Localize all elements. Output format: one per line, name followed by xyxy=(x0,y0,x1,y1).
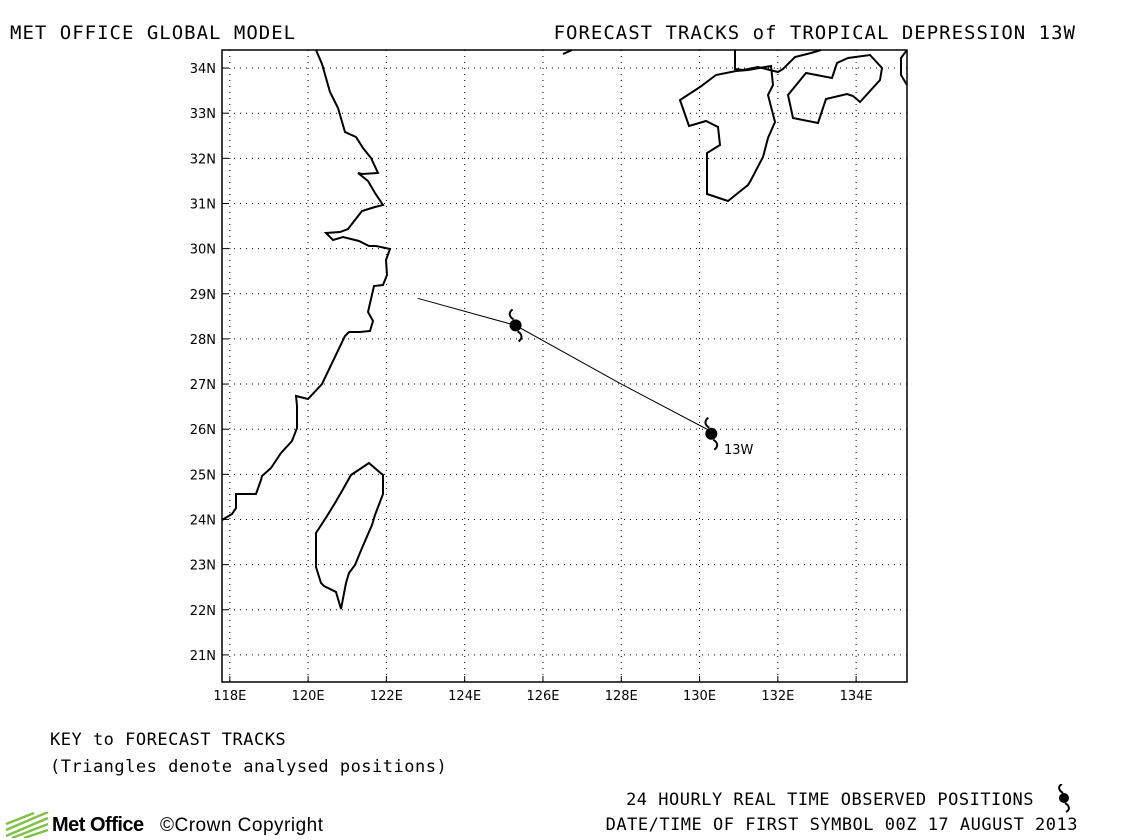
observed-positions-label: 24 HOURLY REAL TIME OBSERVED POSITIONS xyxy=(626,790,1034,810)
forecast-track xyxy=(417,297,712,432)
date-time-label: DATE/TIME OF FIRST SYMBOL 00Z 17 AUGUST … xyxy=(605,815,1078,835)
lat-tick-label: 24N xyxy=(190,513,216,528)
storm-symbol-icon xyxy=(704,416,719,451)
lat-tick-label: 30N xyxy=(190,243,216,258)
met-office-logo: Met Office xyxy=(4,812,144,838)
coastline-taiwan xyxy=(315,461,384,610)
lon-tick-label: 132E xyxy=(761,689,794,704)
logo-text: Met Office xyxy=(52,813,144,836)
lat-tick-label: 33N xyxy=(190,107,216,122)
coastline-north-fragment xyxy=(562,49,573,55)
map-grid xyxy=(222,50,907,682)
coastline-japan-east xyxy=(900,49,908,86)
lon-tick-label: 122E xyxy=(370,689,403,704)
lat-tick-label: 32N xyxy=(190,152,216,167)
coastline-korea xyxy=(678,64,777,203)
lat-tick-label: 26N xyxy=(190,423,216,438)
copyright-text: ©Crown Copyright xyxy=(160,815,324,836)
lon-tick-label: 128E xyxy=(605,689,638,704)
coastline-japan-north xyxy=(734,49,822,74)
header-left-title: MET OFFICE GLOBAL MODEL xyxy=(10,22,297,44)
key-subtitle: (Triangles denote analysed positions) xyxy=(50,757,448,777)
lat-tick-label: 34N xyxy=(190,62,216,77)
map-frame xyxy=(221,49,908,683)
storm-label: 13W xyxy=(724,443,754,458)
forecast-track-line xyxy=(417,297,712,432)
observed-storm-symbols xyxy=(508,308,719,451)
key-title: KEY to FORECAST TRACKS xyxy=(50,730,287,750)
storm-symbol-icon xyxy=(1058,784,1070,813)
lon-tick-label: 118E xyxy=(213,689,246,704)
lat-tick-label: 27N xyxy=(190,378,216,393)
lat-tick-label: 29N xyxy=(190,288,216,303)
lon-tick-label: 130E xyxy=(683,689,716,704)
lon-tick-label: 120E xyxy=(292,689,325,704)
lat-tick-label: 22N xyxy=(190,604,216,619)
coastline-china xyxy=(221,49,392,521)
lat-tick-label: 23N xyxy=(190,559,216,574)
lon-tick-label: 126E xyxy=(526,689,559,704)
lon-tick-label: 134E xyxy=(840,689,873,704)
met-office-stripes-icon xyxy=(5,812,49,838)
coastlines xyxy=(221,49,908,610)
lon-tick-label: 124E xyxy=(448,689,481,704)
lat-tick-label: 28N xyxy=(190,333,216,348)
coastline-japan-kyushu xyxy=(786,53,884,125)
lat-tick-label: 25N xyxy=(190,468,216,483)
lat-tick-label: 31N xyxy=(190,197,216,212)
storm-symbol-icon xyxy=(508,308,523,343)
header-right-title: FORECAST TRACKS of TROPICAL DEPRESSION 1… xyxy=(553,22,1076,44)
lat-tick-label: 21N xyxy=(190,649,216,664)
axis-ticks: 118E 120E 122E 124E 126E 128E 130E 132E 134E 21N 2… xyxy=(190,62,873,704)
